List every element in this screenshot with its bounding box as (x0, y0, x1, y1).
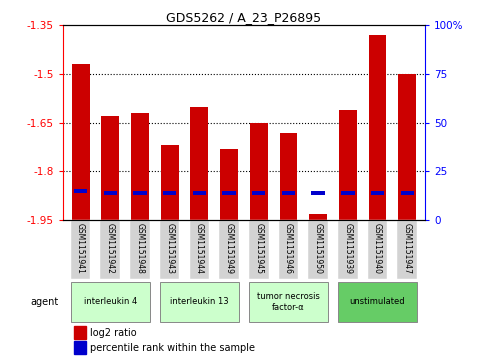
Text: GSM1151949: GSM1151949 (225, 223, 234, 274)
Bar (71, 281, 150, 322)
Bar (398, 74, 416, 220)
Bar (163, 191, 176, 195)
Text: GSM1151943: GSM1151943 (165, 223, 174, 274)
Text: interleukin 4: interleukin 4 (84, 297, 137, 306)
Bar (339, 110, 357, 220)
Text: tumor necrosis
factor-α: tumor necrosis factor-α (257, 292, 320, 311)
Bar (398, 220, 417, 279)
Text: GSM1151939: GSM1151939 (343, 223, 352, 274)
Bar (190, 220, 209, 279)
Bar (279, 220, 298, 279)
Bar (104, 191, 117, 195)
Bar (73, 341, 86, 354)
Bar (341, 191, 355, 195)
Bar (338, 220, 357, 279)
Bar (71, 220, 90, 279)
Bar (368, 220, 387, 279)
Text: GSM1151948: GSM1151948 (136, 223, 144, 274)
Text: interleukin 13: interleukin 13 (170, 297, 228, 306)
Bar (71, 64, 89, 220)
Bar (249, 281, 328, 322)
Bar (220, 149, 238, 220)
Bar (282, 191, 295, 195)
Bar (250, 123, 268, 220)
Bar (280, 132, 298, 220)
Bar (219, 220, 239, 279)
Bar (400, 191, 414, 195)
Bar (252, 191, 266, 195)
Text: GSM1151942: GSM1151942 (106, 223, 115, 274)
Bar (190, 107, 208, 220)
Bar (312, 191, 325, 195)
Text: GSM1151945: GSM1151945 (254, 223, 263, 274)
Bar (369, 35, 386, 220)
Bar (74, 189, 87, 193)
Text: GSM1151940: GSM1151940 (373, 223, 382, 274)
Bar (308, 220, 328, 279)
Text: unstimulated: unstimulated (350, 297, 405, 306)
Text: log2 ratio: log2 ratio (90, 328, 137, 338)
Bar (222, 191, 236, 195)
Bar (100, 220, 120, 279)
Text: agent: agent (30, 297, 58, 307)
Bar (73, 326, 86, 339)
Text: GSM1151950: GSM1151950 (313, 223, 323, 274)
Bar (160, 281, 239, 322)
Bar (338, 281, 417, 322)
Text: GSM1151946: GSM1151946 (284, 223, 293, 274)
Text: GSM1151947: GSM1151947 (403, 223, 412, 274)
Bar (309, 214, 327, 220)
Bar (130, 220, 150, 279)
Text: percentile rank within the sample: percentile rank within the sample (90, 343, 255, 352)
Bar (161, 146, 179, 220)
Bar (249, 220, 269, 279)
Bar (133, 191, 147, 195)
Text: GSM1151941: GSM1151941 (76, 223, 85, 274)
Bar (193, 191, 206, 195)
Text: GSM1151944: GSM1151944 (195, 223, 204, 274)
Bar (131, 113, 149, 220)
Title: GDS5262 / A_23_P26895: GDS5262 / A_23_P26895 (166, 11, 322, 24)
Bar (101, 116, 119, 220)
Bar (371, 191, 384, 195)
Bar (160, 220, 180, 279)
